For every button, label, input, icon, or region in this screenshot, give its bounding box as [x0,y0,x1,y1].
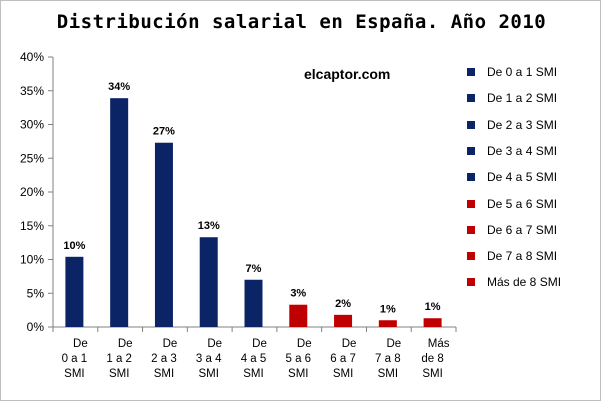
category-label: 5 a 6 [285,353,311,365]
legend-label: De 3 a 4 SMI [487,143,558,158]
y-tick-label: 15% [20,219,44,233]
data-label: 7% [246,263,262,275]
category-label: De [163,338,178,350]
legend-item: De 2 a 3 SMI [467,117,557,133]
category-label: De [386,338,401,350]
bar [289,304,308,327]
data-label: 13% [198,220,220,232]
category-label: SMI [154,368,174,380]
y-tick-label: 5% [27,286,45,300]
bar [244,279,263,327]
legend-swatch [467,94,475,103]
category-label: SMI [64,368,84,380]
category-label: SMI [198,368,218,380]
category-label: SMI [422,368,442,380]
category-label: De [342,338,357,350]
category-label: 7 a 8 [375,353,401,365]
y-tick-label: 40% [20,50,44,64]
category-label: de 8 [421,353,443,365]
category-label: 6 a 7 [330,353,356,365]
legend-swatch [467,173,475,182]
data-label: 3% [290,288,306,300]
category-label: 0 a 1 [62,353,88,365]
legend-label: Más de 8 SMI [487,275,562,290]
legend-item: De 3 a 4 SMI [467,143,557,159]
category-label: 4 a 5 [241,353,267,365]
y-tick-label: 35% [20,84,44,98]
legend-label: De 6 a 7 SMI [487,222,558,237]
legend-label: De 1 a 2 SMI [487,91,558,106]
category-label: De [297,338,312,350]
legend-swatch [467,225,475,234]
data-label: 1% [425,301,441,313]
y-tick-label: 10% [20,253,44,267]
category-label: 2 a 3 [151,353,177,365]
bar [154,142,173,327]
category-label: De [118,338,133,350]
category-label: SMI [288,368,308,380]
category-label: SMI [109,368,129,380]
data-label: 34% [108,81,130,93]
legend-swatch [467,120,475,129]
category-label: De [73,338,88,350]
data-label: 27% [153,126,175,138]
category-label: De [207,338,222,350]
legend-item: De 7 a 8 SMI [467,248,557,264]
data-label: 2% [335,298,351,310]
legend-item: De 0 a 1 SMI [467,64,557,80]
y-tick-label: 20% [20,185,44,199]
bar [65,256,84,327]
legend-swatch [467,199,475,208]
legend-item: De 6 a 7 SMI [467,222,557,238]
legend-item: De 4 a 5 SMI [467,169,557,185]
y-tick-label: 0% [27,320,45,334]
legend-swatch [467,146,475,155]
category-label: 3 a 4 [196,353,222,365]
y-tick-label: 30% [20,118,44,132]
watermark-text: elcaptor.com [304,66,391,82]
data-label: 1% [380,303,396,315]
legend-label: De 4 a 5 SMI [487,170,558,185]
bar [110,98,129,327]
y-tick-label: 25% [20,151,44,165]
category-label: Más [428,338,450,350]
legend-swatch [467,68,475,76]
legend-label: De 5 a 6 SMI [487,196,558,211]
legend-swatch [467,278,475,287]
legend-label: De 2 a 3 SMI [487,117,558,132]
chart-title: Distribución salarial en España. Año 201… [56,11,547,33]
bar [378,320,397,327]
category-label: SMI [243,368,263,380]
legend-item: Más de 8 SMI [467,274,561,290]
legend-label: De 0 a 1 SMI [487,65,558,79]
category-label: 1 a 2 [106,353,132,365]
bar [423,318,442,327]
legend-label: De 7 a 8 SMI [487,249,558,264]
category-label: SMI [333,368,353,380]
data-label: 10% [63,240,85,252]
bar [334,314,353,327]
legend-swatch [467,252,475,261]
legend-item: De 5 a 6 SMI [467,196,557,212]
category-label: De [252,338,267,350]
bar [199,237,218,327]
category-label: SMI [378,368,398,380]
legend-item: De 1 a 2 SMI [467,90,557,106]
